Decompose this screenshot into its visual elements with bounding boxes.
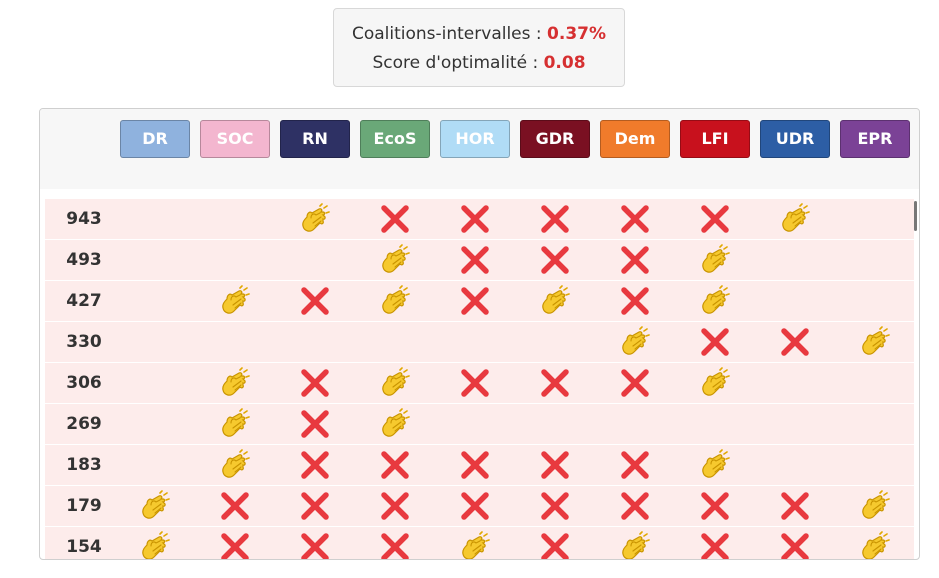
cross-mark-icon (619, 490, 651, 522)
clapping-hands-icon (859, 490, 891, 522)
clapping-hands-icon (379, 367, 411, 399)
row-count: 269 (66, 414, 102, 434)
cross-mark-icon (539, 490, 571, 522)
table-row: 306 (45, 363, 914, 404)
score-label: Score d'optimalité : (372, 53, 539, 73)
cross-mark-icon (699, 326, 731, 358)
table-row: 183 (45, 445, 914, 486)
cross-mark-icon (619, 244, 651, 276)
clapping-hands-icon (779, 203, 811, 235)
clapping-hands-icon (539, 285, 571, 317)
party-button-epr[interactable]: EPR (840, 120, 910, 158)
cross-mark-icon (619, 449, 651, 481)
cross-mark-icon (619, 203, 651, 235)
row-count: 306 (66, 373, 102, 393)
cross-mark-icon (699, 531, 731, 559)
table-row: 943 (45, 199, 914, 240)
clapping-hands-icon (219, 408, 251, 440)
clapping-hands-icon (619, 326, 651, 358)
coalitions-label: Coalitions-intervalles : (351, 24, 542, 44)
score-line: Score d'optimalité : 0.08 (334, 49, 624, 78)
cross-mark-icon (459, 203, 491, 235)
clapping-hands-icon (699, 449, 731, 481)
row-count: 427 (66, 291, 102, 311)
cross-mark-icon (379, 203, 411, 235)
cross-mark-icon (699, 203, 731, 235)
row-count: 179 (66, 496, 102, 516)
cross-mark-icon (779, 490, 811, 522)
cross-mark-icon (779, 531, 811, 559)
cross-mark-icon (619, 367, 651, 399)
cross-mark-icon (299, 531, 331, 559)
party-button-ecos[interactable]: EcoS (360, 120, 430, 158)
table-row: 154 (45, 527, 914, 559)
row-count: 493 (66, 250, 102, 270)
clapping-hands-icon (379, 285, 411, 317)
table-row: 330 (45, 322, 914, 363)
clapping-hands-icon (859, 531, 891, 559)
score-value: 0.08 (543, 53, 586, 73)
clapping-hands-icon (699, 285, 731, 317)
cross-mark-icon (299, 285, 331, 317)
cross-mark-icon (539, 367, 571, 399)
clapping-hands-icon (699, 367, 731, 399)
row-count: 943 (66, 209, 102, 229)
clapping-hands-icon (379, 408, 411, 440)
cross-mark-icon (299, 367, 331, 399)
cross-mark-icon (459, 244, 491, 276)
cross-mark-icon (539, 203, 571, 235)
party-header-row: DR SOC RN EcoS HOR GDR Dem LFI UDR EPR (40, 109, 919, 189)
scrollbar-thumb[interactable] (914, 201, 917, 231)
cross-mark-icon (299, 490, 331, 522)
cross-mark-icon (459, 285, 491, 317)
summary-box: Coalitions-intervalles : 0.37% Score d'o… (333, 8, 625, 87)
clapping-hands-icon (139, 490, 171, 522)
cross-mark-icon (539, 449, 571, 481)
clapping-hands-icon (619, 531, 651, 559)
party-button-udr[interactable]: UDR (760, 120, 830, 158)
row-count: 154 (66, 537, 102, 557)
cross-mark-icon (459, 449, 491, 481)
table-row: 179 (45, 486, 914, 527)
cross-mark-icon (779, 326, 811, 358)
clapping-hands-icon (219, 285, 251, 317)
cross-mark-icon (219, 490, 251, 522)
coalitions-line: Coalitions-intervalles : 0.37% (334, 20, 624, 49)
cross-mark-icon (379, 490, 411, 522)
party-button-gdr[interactable]: GDR (520, 120, 590, 158)
coalition-rows[interactable]: 943 493 427 330 306 269 183 179 154 (45, 199, 914, 559)
cross-mark-icon (299, 449, 331, 481)
row-count: 330 (66, 332, 102, 352)
party-button-dem[interactable]: Dem (600, 120, 670, 158)
clapping-hands-icon (299, 203, 331, 235)
party-button-lfi[interactable]: LFI (680, 120, 750, 158)
cross-mark-icon (699, 490, 731, 522)
cross-mark-icon (539, 531, 571, 559)
clapping-hands-icon (379, 244, 411, 276)
table-row: 269 (45, 404, 914, 445)
table-row: 493 (45, 240, 914, 281)
clapping-hands-icon (139, 531, 171, 559)
cross-mark-icon (459, 367, 491, 399)
party-button-hor[interactable]: HOR (440, 120, 510, 158)
clapping-hands-icon (219, 367, 251, 399)
clapping-hands-icon (859, 326, 891, 358)
clapping-hands-icon (219, 449, 251, 481)
party-button-rn[interactable]: RN (280, 120, 350, 158)
cross-mark-icon (219, 531, 251, 559)
row-count: 183 (66, 455, 102, 475)
clapping-hands-icon (459, 531, 491, 559)
party-button-dr[interactable]: DR (120, 120, 190, 158)
cross-mark-icon (459, 490, 491, 522)
table-row: 427 (45, 281, 914, 322)
coalition-table: DR SOC RN EcoS HOR GDR Dem LFI UDR EPR 943 493 427 3… (39, 108, 920, 560)
clapping-hands-icon (699, 244, 731, 276)
cross-mark-icon (379, 449, 411, 481)
coalitions-value: 0.37% (547, 24, 607, 44)
cross-mark-icon (539, 244, 571, 276)
cross-mark-icon (299, 408, 331, 440)
party-button-soc[interactable]: SOC (200, 120, 270, 158)
cross-mark-icon (619, 285, 651, 317)
cross-mark-icon (379, 531, 411, 559)
